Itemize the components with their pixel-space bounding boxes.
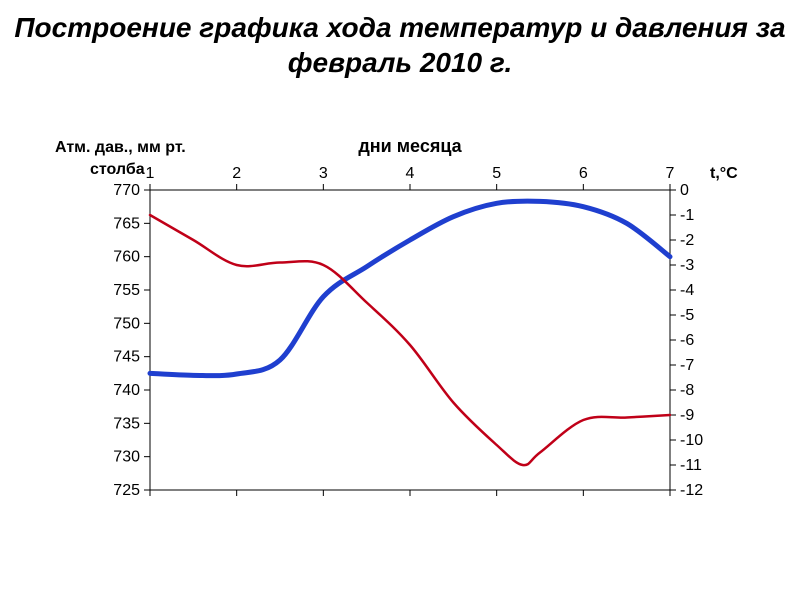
y-right-tick-label: -11 [680, 457, 702, 474]
x-tick-label: 1 [146, 165, 155, 182]
y-right-tick-label: -7 [680, 357, 694, 374]
y-right-tick-label: -4 [680, 282, 694, 299]
y-left-tick-label: 745 [113, 349, 140, 366]
y-right-tick-label: -8 [680, 382, 694, 399]
x-tick-label: 3 [319, 165, 328, 182]
y-right-tick-label: -12 [680, 482, 703, 499]
x-tick-label: 6 [579, 165, 588, 182]
x-tick-label: 4 [406, 165, 415, 182]
y-left-tick-label: 755 [113, 282, 140, 299]
y-right-tick-label: 0 [680, 182, 689, 199]
y-right-tick-label: -10 [680, 432, 703, 449]
y-right-tick-label: -5 [680, 307, 694, 324]
y-left-tick-label: 730 [113, 449, 140, 466]
y-left-title-1: Атм. дав., мм рт. [55, 139, 186, 156]
x-tick-label: 2 [232, 165, 241, 182]
y-left-tick-label: 760 [113, 249, 140, 266]
pressure-line [150, 201, 670, 376]
y-left-tick-label: 735 [113, 415, 140, 432]
y-right-tick-label: -6 [680, 332, 694, 349]
y-right-title: t,°C [710, 165, 738, 182]
y-left-tick-label: 770 [113, 182, 140, 199]
y-right-tick-label: -3 [680, 257, 694, 274]
y-right-tick-label: -2 [680, 232, 694, 249]
y-left-tick-label: 725 [113, 482, 140, 499]
page-title: Построение графика хода температур и дав… [0, 10, 800, 80]
y-left-title-2: столба [90, 161, 145, 178]
temperature-line [150, 215, 670, 465]
x-axis-title: дни месяца [358, 136, 462, 156]
chart-svg: 1 2 3 4 5 6 7 дни месяца 770 765 760 755 750 745 740 73… [40, 120, 760, 560]
x-tick-label: 5 [492, 165, 501, 182]
x-tick-label: 7 [666, 165, 675, 182]
y-left-tick-label: 750 [113, 315, 140, 332]
y-left-tick-label: 740 [113, 382, 140, 399]
y-left-tick-label: 765 [113, 215, 140, 232]
y-right-tick-label: -1 [680, 207, 694, 224]
y-right-tick-label: -9 [680, 407, 694, 424]
chart-container: 1 2 3 4 5 6 7 дни месяца 770 765 760 755 750 745 740 73… [40, 120, 760, 560]
